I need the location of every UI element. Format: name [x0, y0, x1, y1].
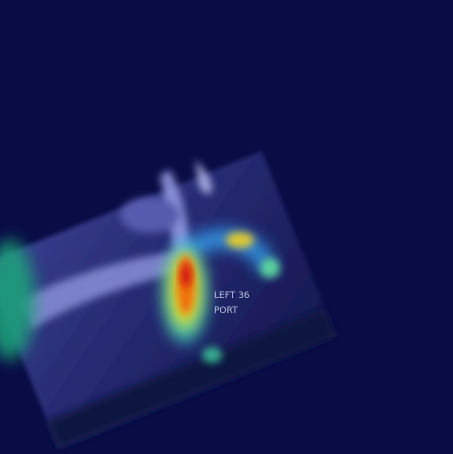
marker-text: LEFT 36 — [214, 291, 250, 301]
marker-text: PORT — [214, 306, 238, 316]
bones — [20, 160, 212, 330]
heatmap — [0, 229, 280, 363]
xray-plate — [0, 151, 337, 449]
